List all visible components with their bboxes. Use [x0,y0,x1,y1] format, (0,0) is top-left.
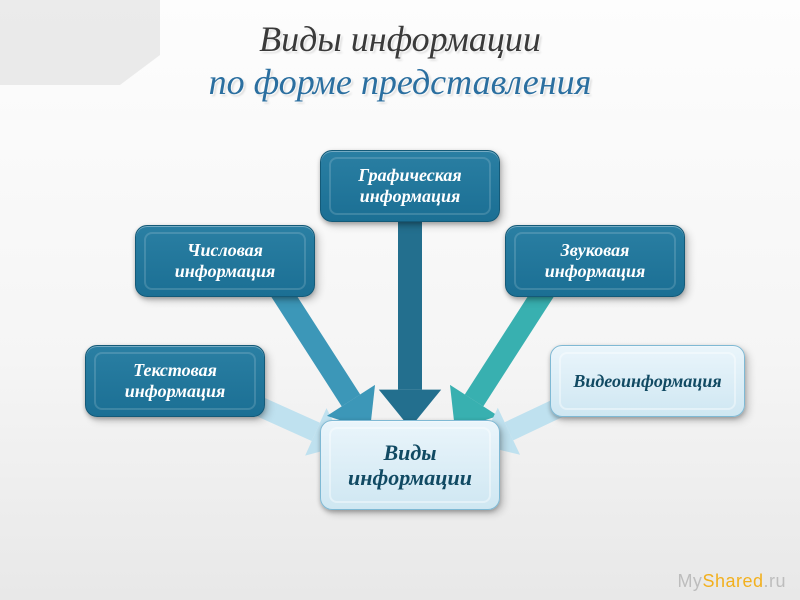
node-video: Видеоинформация [550,345,745,417]
node-audio-label: Звуковая информация [520,240,670,281]
connector-audio [474,290,545,400]
connector-layer [0,0,800,600]
connector-numeric [280,290,351,400]
node-audio: Звуковая информация [505,225,685,297]
node-numeric: Числовая информация [135,225,315,297]
node-graphic: Графическая информация [320,150,500,222]
node-text-label: Текстовая информация [100,360,250,401]
diagram-stage: Текстовая информация Числовая информация Г… [0,0,800,600]
watermark-accent: Shared [702,571,763,591]
watermark-left: My [677,571,702,591]
node-text: Текстовая информация [85,345,265,417]
node-center: Виды информации [320,420,500,510]
watermark: MyShared.ru [677,571,786,592]
node-numeric-label: Числовая информация [150,240,300,281]
watermark-tail: .ru [763,571,786,591]
node-graphic-label: Графическая информация [335,165,485,206]
node-center-label: Виды информации [335,440,485,491]
node-video-label: Видеоинформация [573,371,721,392]
